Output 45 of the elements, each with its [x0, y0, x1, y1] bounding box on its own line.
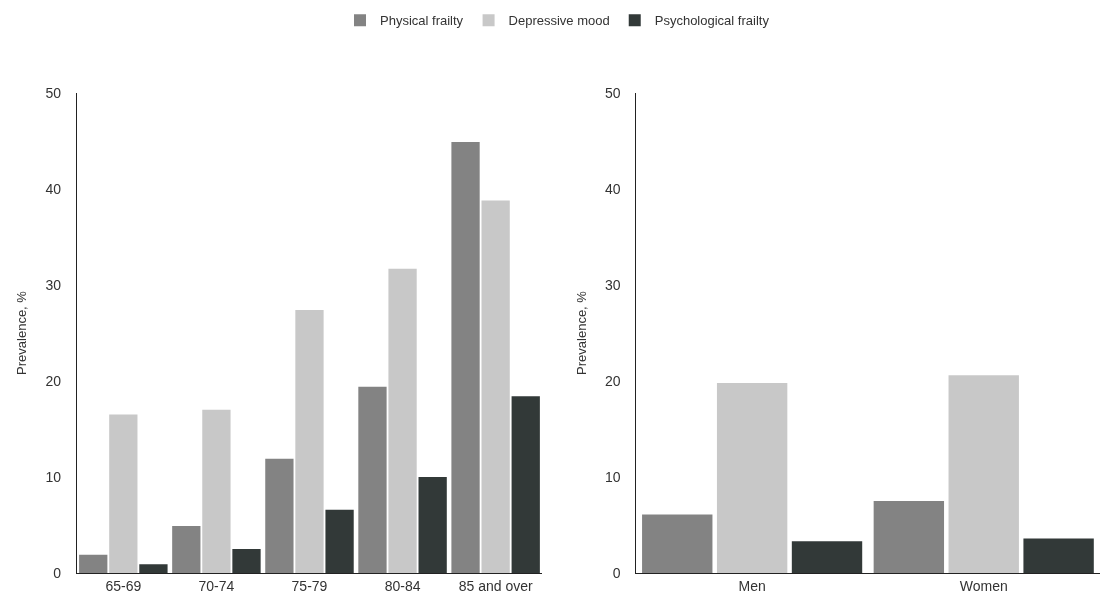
- bar: [265, 458, 294, 573]
- y-axis-title: Prevalence, %: [573, 290, 589, 375]
- bar: [511, 396, 540, 573]
- x-tick-label: 65-69: [105, 577, 142, 594]
- bar: [481, 200, 510, 573]
- x-tick-label: Women: [959, 577, 1008, 594]
- legend-label: Psychological frailty: [654, 13, 770, 29]
- x-tick-label: 75-79: [291, 577, 328, 594]
- bar: [202, 409, 231, 573]
- x-tick-label: 85 and over: [458, 577, 533, 594]
- x-tick-label: 70-74: [198, 577, 235, 594]
- bar: [451, 141, 480, 573]
- y-tick-label: 0: [53, 564, 62, 581]
- bar: [418, 477, 447, 573]
- bar: [232, 549, 261, 573]
- bar: [139, 564, 168, 573]
- bar: [873, 501, 945, 573]
- y-tick-label: 30: [45, 276, 62, 293]
- legend-label: Depressive mood: [508, 13, 610, 29]
- legend-label: Physical frailty: [380, 13, 464, 29]
- y-tick-label: 20: [604, 372, 621, 389]
- x-tick-label: Men: [738, 577, 766, 594]
- y-tick-label: 30: [604, 276, 621, 293]
- y-tick-label: 0: [612, 564, 621, 581]
- bar: [109, 414, 138, 573]
- y-tick-label: 20: [45, 372, 62, 389]
- bar: [642, 514, 713, 573]
- bar: [1023, 538, 1094, 573]
- y-tick-label: 50: [604, 84, 621, 101]
- y-tick-label: 10: [604, 468, 621, 485]
- y-axis-title: Prevalence, %: [14, 290, 30, 375]
- bar: [325, 509, 354, 573]
- bar: [948, 375, 1019, 573]
- bar: [172, 525, 201, 573]
- y-tick-label: 40: [45, 180, 62, 197]
- bar: [716, 382, 788, 573]
- y-tick-label: 50: [45, 84, 62, 101]
- bar: [358, 386, 387, 573]
- bar: [79, 554, 108, 573]
- bar: [295, 309, 324, 573]
- bar: [791, 541, 863, 573]
- y-tick-label: 10: [45, 468, 62, 485]
- x-tick-label: 80-84: [384, 577, 421, 594]
- bar: [388, 268, 417, 573]
- y-tick-label: 40: [604, 180, 621, 197]
